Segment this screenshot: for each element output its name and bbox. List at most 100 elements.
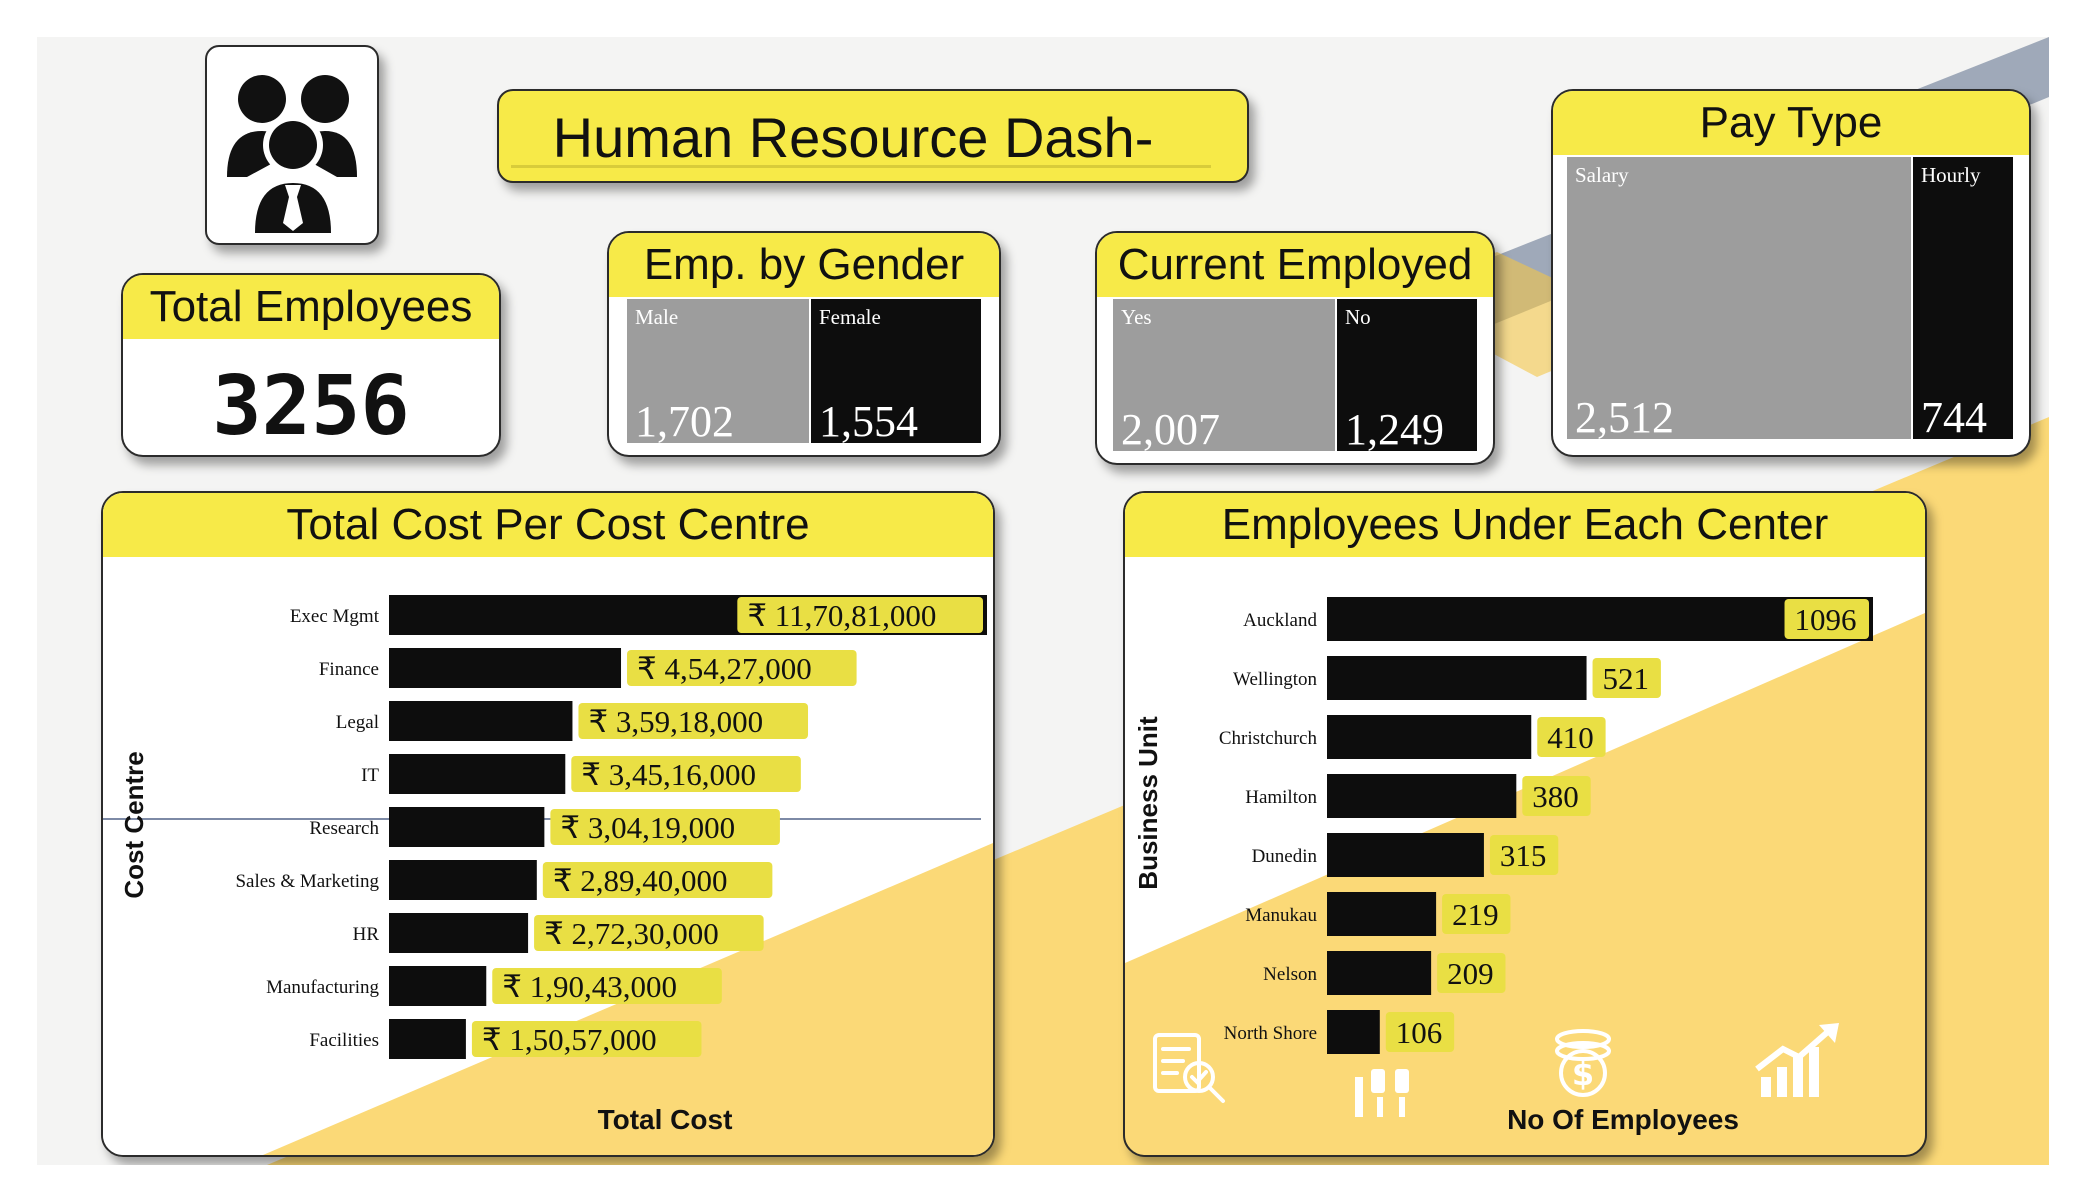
cost-value-label-bg [550,809,780,845]
unit-category-label: Nelson [1263,964,1317,985]
unit-bar[interactable] [1327,833,1484,877]
gender-female-label: Female [819,305,881,329]
unit-value-label-bg [1442,894,1511,934]
employed-no-label: No [1345,305,1371,329]
unit-value-label-bg [1592,658,1661,698]
cost-value-label-bg [578,703,809,739]
cost-bar[interactable] [389,701,573,741]
cost-bar[interactable] [389,913,529,953]
unit-value-label-bg [1522,776,1591,816]
unit-value-label: 219 [1452,897,1499,932]
cost-category-label: Research [309,818,379,839]
unit-chart-xlabel: No Of Employees [1507,1104,1739,1135]
unit-category-label: Wellington [1233,669,1317,690]
cost-bar[interactable] [389,860,537,900]
employed-yes-value: 2,007 [1121,405,1220,454]
paytype-hourly-tile[interactable]: Hourly 744 [1913,157,2013,442]
cost-value-label: ₹ 1,90,43,000 [502,969,677,1004]
unit-value-label-bg [1537,717,1606,757]
cost-category-label: Sales & Marketing [235,871,379,892]
card-current-employed: Current Employed Yes 2,007 No 1,249 [1095,231,1495,465]
unit-value-label-bg [1385,1012,1455,1052]
cost-category-label: Facilities [309,1030,379,1051]
paytype-hourly-label: Hourly [1921,163,1981,187]
cost-value-label-bg [534,915,764,951]
dashboard-canvas: Human Resource Dash-Board Total Employee… [37,37,2049,1165]
checklist-search-icon [1153,1033,1225,1103]
cost-value-label-bg [471,1021,702,1057]
unit-bar[interactable] [1327,892,1437,936]
unit-bar[interactable] [1327,774,1517,818]
unit-category-label: Christchurch [1219,728,1318,749]
cost-value-label: ₹ 4,54,27,000 [637,651,812,686]
gender-title: Emp. by Gender [609,233,999,297]
page-title: Human Resource Dash-Board [552,106,1154,181]
gender-male-value: 1,702 [635,397,734,446]
gender-female-tile[interactable]: Female 1,554 [811,299,981,446]
employed-no-value: 1,249 [1345,405,1444,454]
cost-value-label: ₹ 3,45,16,000 [581,757,756,792]
cost-category-label: Legal [336,712,379,733]
paytype-salary-tile[interactable]: Salary 2,512 [1567,157,1911,442]
cost-bar[interactable] [389,648,622,688]
cost-value-label: ₹ 3,59,18,000 [588,704,763,739]
cost-value-label: ₹ 3,04,19,000 [560,810,735,845]
card-business-unit: Employees Under Each Center $ [1123,491,1927,1157]
unit-value-label-bg [1489,835,1559,875]
unit-value-label-bg [1784,599,1869,639]
unit-value-label: 521 [1603,661,1650,696]
unit-value-label: 315 [1500,838,1547,873]
kpi-value: 3256 [212,359,410,454]
unit-bar[interactable] [1327,951,1432,995]
cost-bar[interactable] [389,754,566,794]
growth-chart-icon [1755,1023,1839,1097]
unit-category-label: Auckland [1243,610,1317,631]
people-group-icon [227,75,357,237]
card-cost-centre: Total Cost Per Cost Centre Cost Centre T… [101,491,995,1157]
cost-category-label: Manufacturing [266,977,379,998]
cost-value-label-bg [542,862,773,898]
unit-bar[interactable] [1327,715,1532,759]
cost-value-label-bg [627,650,857,686]
hand-coins-icon [1355,1069,1409,1117]
unit-chart-ylabel: Business Unit [1133,716,1163,890]
cost-bar[interactable] [389,1019,466,1059]
card-gender: Emp. by Gender Male 1,702 Female 1,554 [607,231,1001,457]
cost-category-label: Exec Mgmt [290,606,380,627]
cost-category-label: HR [353,924,380,945]
cost-value-label-bg [737,597,983,633]
unit-value-label-bg [1437,953,1506,993]
kpi-total-employees: Total Employees 3256 [121,273,501,457]
gender-male-label: Male [635,305,679,329]
unit-bar-chart: Business Unit No Of Employees Auckland 10… [1133,597,1873,1135]
unit-value-label: 410 [1547,720,1594,755]
employed-yes-tile[interactable]: Yes 2,007 [1113,299,1335,454]
unit-value-label: 209 [1447,956,1494,991]
unit-bar[interactable] [1327,1010,1380,1054]
paytype-title: Pay Type [1553,91,2029,155]
kpi-title: Total Employees [123,275,499,339]
employed-yes-label: Yes [1121,305,1152,329]
unit-category-label: Manukau [1245,905,1317,926]
cost-value-label: ₹ 11,70,81,000 [747,598,936,633]
cost-bar[interactable] [389,966,487,1006]
unit-category-label: Dunedin [1252,846,1318,867]
unit-category-label: Hamilton [1245,787,1317,808]
unit-value-label: 106 [1396,1015,1443,1050]
unit-category-label: North Shore [1224,1023,1317,1044]
logo-tile [205,45,379,245]
cost-bar-chart: Cost Centre Total Cost Exec Mgmt ₹ 11,70,… [103,595,987,1135]
gender-male-tile[interactable]: Male 1,702 [627,299,809,446]
unit-value-label: 1096 [1795,602,1857,637]
paytype-salary-label: Salary [1575,163,1629,187]
cost-bar[interactable] [389,807,545,847]
cost-chart-xlabel: Total Cost [598,1104,733,1135]
unit-value-label: 380 [1532,779,1579,814]
svg-text:$: $ [1572,1055,1594,1093]
paytype-salary-value: 2,512 [1575,393,1674,442]
cost-value-label: ₹ 1,50,57,000 [482,1022,657,1057]
unit-bar[interactable] [1327,597,1873,641]
unit-bar[interactable] [1327,656,1587,700]
employed-no-tile[interactable]: No 1,249 [1337,299,1477,454]
cost-value-label: ₹ 2,72,30,000 [544,916,719,951]
